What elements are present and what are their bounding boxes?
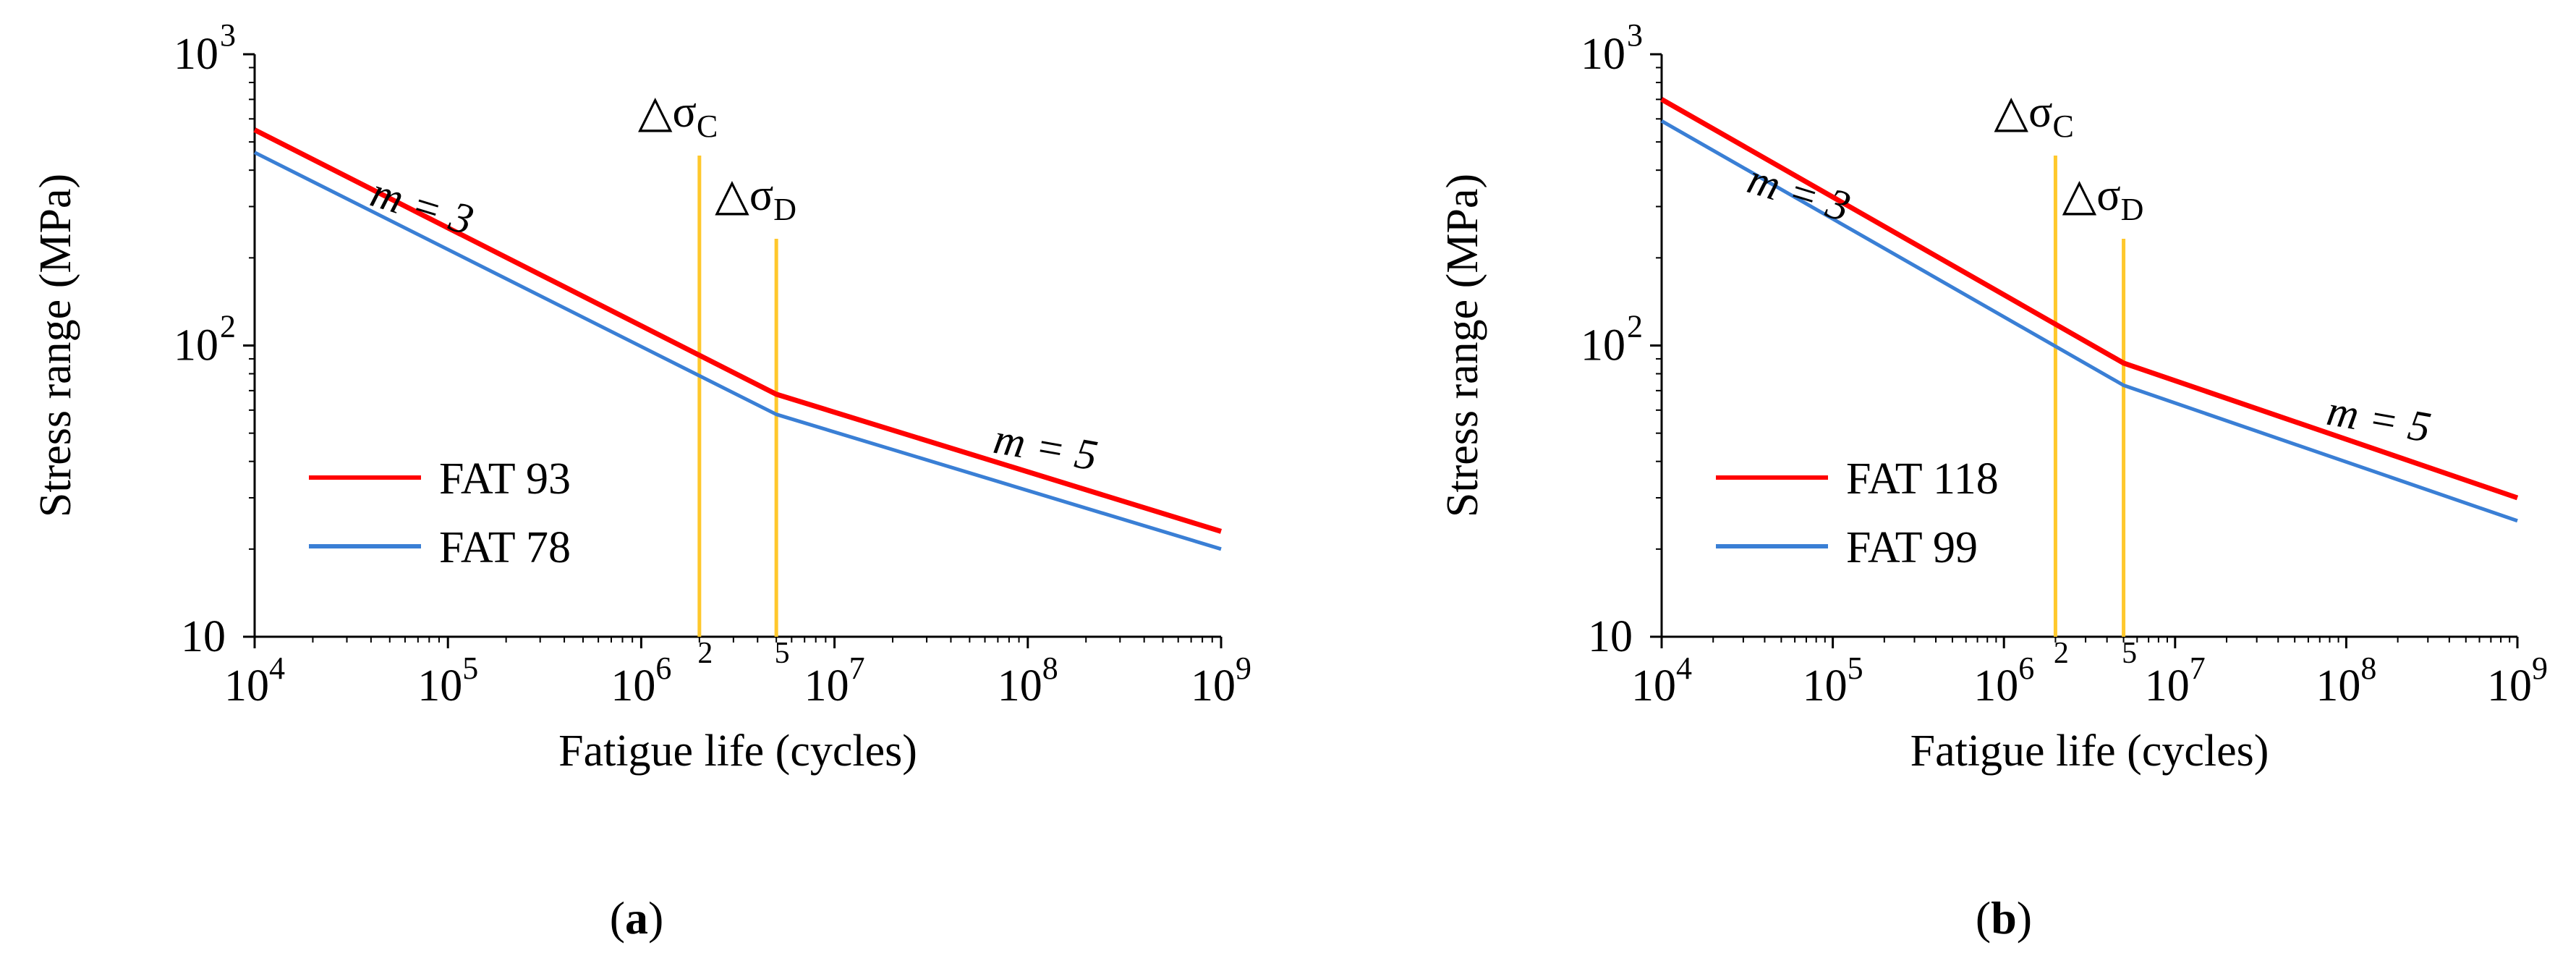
threshold-tick-label: 2 [2054,637,2069,670]
x-tick-exponent: 5 [1848,650,1863,686]
series-line-fat-78 [253,151,1222,551]
x-tick-exponent: 6 [655,650,671,686]
x-tick-label: 106 [611,650,671,711]
y-tick-exponent: 3 [220,17,236,53]
y-tick-label: 10 [174,321,218,370]
x-tick-label: 109 [1191,650,1251,711]
x-tick-exponent: 7 [2190,650,2206,686]
y-tick-exponent: 2 [220,309,236,344]
x-tick-label: 107 [804,650,865,711]
slope-annotation: m = 5 [990,415,1101,480]
threshold-label-d: △σD [2062,171,2144,227]
x-tick-label: 107 [2145,650,2206,711]
y-tick-label: 10 [1588,612,1633,661]
y-tick-label: 10 [1581,30,1625,79]
x-tick-exponent: 6 [2018,650,2034,686]
panel-label-open: ( [610,892,625,944]
threshold-label-subscript: C [2053,109,2074,144]
panel-label-close: ) [648,892,663,944]
panel-label-close: ) [2017,892,2032,944]
x-tick-exponent: 9 [2532,650,2548,686]
x-tick-label: 109 [2487,650,2548,711]
threshold-tick-label: 2 [697,637,713,670]
slope-annotation: m = 5 [2324,386,2434,452]
y-tick-label: 10 [1581,321,1625,370]
x-axis-title: Fatigue life (cycles) [1910,726,2269,776]
panel-label-letter: a [625,892,648,944]
legend-label: FAT 78 [439,523,571,572]
x-tick-label: 108 [998,650,1058,711]
x-tick-label: 105 [1803,650,1863,711]
panel-label-letter: b [1991,892,2017,944]
legend-label: FAT 93 [439,454,571,504]
x-tick-label: 104 [224,650,285,711]
series-line-fat-118 [1660,97,2519,501]
panel-label: (a) [610,892,664,944]
series-line-fat-93 [253,127,1223,534]
x-tick-exponent: 5 [462,650,478,686]
legend-label: FAT 99 [1846,523,1978,572]
threshold-label-c: △σC [638,88,718,144]
y-tick-exponent: 3 [1627,17,1643,53]
x-tick-exponent: 4 [1676,650,1692,686]
slope-annotation: m = 3 [365,168,479,244]
x-tick-exponent: 8 [2360,650,2376,686]
legend-label: FAT 118 [1846,454,1999,504]
x-tick-exponent: 8 [1042,650,1058,686]
y-tick-exponent: 2 [1627,309,1643,344]
y-tick-label: 10 [181,612,226,661]
threshold-label-subscript: D [773,192,796,227]
slope-annotation: m = 3 [1743,155,1856,231]
threshold-label-subscript: D [2121,192,2144,227]
series-line-fat-99 [1660,119,2518,523]
threshold-label-d: △σD [715,171,796,227]
x-tick-label: 106 [1973,650,2034,711]
x-tick-exponent: 4 [269,650,285,686]
threshold-label-subscript: C [697,109,718,144]
y-tick-label: 10 [174,30,218,79]
x-tick-exponent: 9 [1236,650,1251,686]
x-tick-label: 105 [417,650,478,711]
threshold-tick-label: 5 [775,637,790,670]
x-tick-exponent: 7 [849,650,865,686]
threshold-tick-label: 5 [2122,637,2137,670]
threshold-label-c: △σC [1994,88,2073,144]
x-tick-label: 104 [1631,650,1692,711]
y-axis-title: Stress range (MPa) [1438,174,1487,517]
panel-label-open: ( [1976,892,1991,944]
x-axis-title: Fatigue life (cycles) [558,726,917,776]
panel-label: (b) [1976,892,2032,944]
x-tick-label: 108 [2316,650,2376,711]
y-axis-title: Stress range (MPa) [31,174,80,517]
